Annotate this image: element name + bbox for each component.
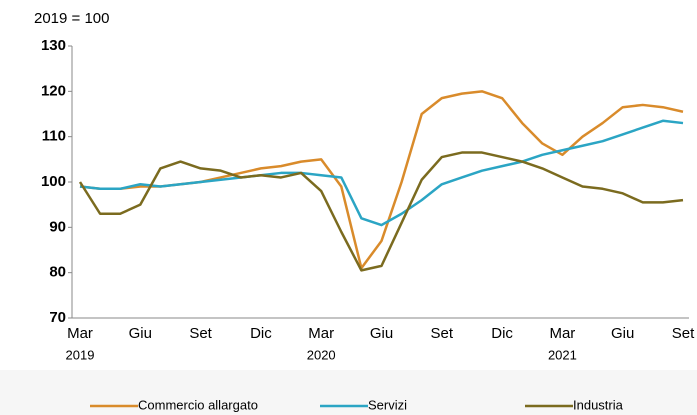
x-tick-label: Giu — [611, 325, 634, 342]
y-axis-label: 2019 = 100 — [34, 10, 110, 27]
x-tick-label: Mar — [308, 325, 334, 342]
series-line — [78, 151, 684, 272]
x-tick-label: Mar — [549, 325, 575, 342]
x-tick-label: Mar — [67, 325, 93, 342]
x-tick-label: Set — [189, 325, 212, 342]
y-tick-label: 110 — [42, 128, 66, 145]
legend-label: Industria — [573, 397, 624, 412]
x-tick-label: Dic — [491, 325, 513, 342]
legend-label: Commercio allargato — [138, 397, 258, 412]
x-year-label: 2019 — [66, 347, 95, 362]
x-tick-label: Giu — [129, 325, 152, 342]
series-line — [79, 90, 684, 270]
x-tick-label: Set — [672, 325, 695, 342]
y-tick-label: 100 — [41, 173, 66, 190]
y-tick-label: 70 — [49, 309, 66, 326]
y-tick-label: 80 — [49, 264, 66, 281]
x-tick-label: Dic — [250, 325, 272, 342]
x-year-label: 2020 — [307, 347, 336, 362]
legend-label: Servizi — [368, 397, 407, 412]
legend-band — [0, 370, 697, 415]
x-tick-label: Set — [431, 325, 454, 342]
x-year-label: 2021 — [548, 347, 577, 362]
y-tick-label: 120 — [41, 82, 66, 99]
y-tick-label: 90 — [49, 218, 66, 235]
x-tick-label: Giu — [370, 325, 393, 342]
y-tick-label: 130 — [41, 37, 66, 54]
series-line — [79, 119, 684, 227]
